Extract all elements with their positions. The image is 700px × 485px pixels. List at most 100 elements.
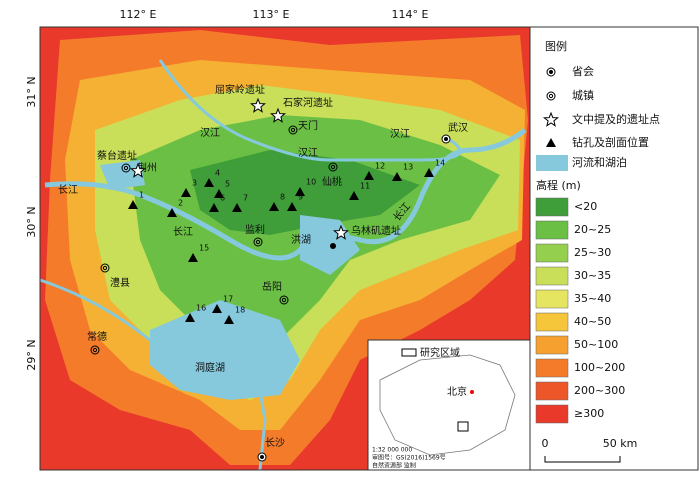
site-symbol	[129, 162, 147, 178]
town-dot	[123, 165, 129, 171]
map-body	[39, 26, 531, 471]
place-label: 蔡台遗址	[97, 149, 137, 162]
town-symbol	[328, 162, 338, 172]
place-label: 岳阳	[262, 281, 282, 293]
inset-city: 北京	[447, 385, 467, 398]
town-dot	[92, 347, 98, 353]
elevation-label: ≥300	[574, 407, 604, 420]
place-label: 长江	[173, 226, 193, 238]
elevation-swatch	[535, 266, 569, 286]
elevation-swatch	[535, 381, 569, 401]
inset	[367, 339, 531, 471]
inset-frame	[367, 339, 531, 471]
place-label: 汉江	[390, 128, 410, 140]
borehole-label: 2	[178, 199, 183, 208]
inset-scale: 1:32 000 000	[372, 447, 412, 454]
town-symbol	[121, 163, 131, 173]
borehole-label: 16	[196, 304, 206, 313]
legend-item: 河流和湖泊	[572, 155, 627, 169]
town-symbol	[288, 125, 298, 135]
site-symbol	[542, 111, 560, 127]
borehole-label: 11	[360, 182, 370, 191]
inset-legend-box	[401, 348, 417, 357]
town-dot	[290, 127, 296, 133]
place-label: 天门	[298, 119, 318, 132]
elevation-label: 40~50	[574, 315, 611, 328]
elevation-swatch	[535, 312, 569, 332]
borehole-symbol	[224, 315, 234, 324]
elevation-swatch	[535, 289, 569, 309]
town-symbol	[279, 295, 289, 305]
city-dot	[330, 243, 336, 249]
town-dot	[255, 239, 261, 245]
longitude-label: 112° E	[120, 8, 157, 21]
borehole-label: 18	[235, 306, 245, 315]
lake-jingzhou	[100, 160, 145, 190]
legend-title: 图例	[545, 39, 567, 53]
scale-start: 0	[542, 437, 549, 450]
place-label: 屈家岭遗址	[215, 83, 265, 96]
borehole-symbol	[424, 168, 434, 177]
elevation-label: 30~35	[574, 269, 611, 282]
elevation-swatch	[535, 220, 569, 240]
lake-dongting	[150, 300, 300, 400]
town-dot	[281, 297, 287, 303]
terrain-lowest	[190, 150, 420, 235]
place-label: 汉江	[298, 147, 318, 159]
borehole-label: 15	[199, 244, 209, 253]
place-label: 仙桃	[322, 175, 342, 188]
elevation-label: 25~30	[574, 246, 611, 259]
borehole-symbol	[188, 253, 198, 262]
site-symbol	[249, 97, 267, 113]
borehole-label: 7	[243, 194, 248, 203]
capital-dot	[444, 137, 448, 141]
town-symbol	[90, 345, 100, 355]
place-label: 洞庭湖	[195, 361, 225, 374]
borehole-label: 12	[375, 162, 385, 171]
inset-maker: 自然资源部 监制	[372, 462, 416, 470]
elevation-title: 高程 (m)	[536, 178, 581, 192]
river-hanjiang	[158, 59, 462, 162]
borehole-symbol	[269, 202, 279, 211]
borehole-label: 17	[223, 295, 233, 304]
place-label: 石家河遗址	[283, 96, 333, 109]
latitude-label: 29° N	[25, 339, 38, 370]
scale-end: 50 km	[603, 437, 638, 450]
town-symbol	[546, 91, 556, 101]
place-label: 长江	[58, 184, 78, 196]
place-label: 乌林矶遗址	[351, 224, 401, 237]
borehole-label: 6	[220, 194, 225, 203]
borehole-symbol	[185, 313, 195, 322]
place-label: 洪湖	[291, 234, 311, 246]
place-label: 澧县	[110, 276, 130, 289]
elevation-swatch	[535, 243, 569, 263]
inset-country	[379, 354, 516, 456]
town-dot	[548, 93, 554, 99]
town-dot	[102, 265, 108, 271]
borehole-symbol	[392, 172, 402, 181]
borehole-label: 8	[280, 193, 285, 202]
capital-dot	[260, 455, 264, 459]
elevation-label: 35~40	[574, 292, 611, 305]
place-label: 长沙	[265, 437, 285, 449]
elevation-label: 20~25	[574, 223, 611, 236]
borehole-symbol	[167, 208, 177, 217]
borehole-symbol	[181, 188, 191, 197]
elevation-swatch	[535, 197, 569, 217]
borehole-symbol	[349, 191, 359, 200]
legend-item: 城镇	[572, 88, 594, 102]
town-symbol	[100, 263, 110, 273]
town-dot	[330, 164, 336, 170]
elevation-label: <20	[574, 200, 597, 213]
legend-item: 钻孔及剖面位置	[572, 135, 649, 149]
borehole-symbol	[287, 202, 297, 211]
longitude-label: 113° E	[253, 8, 290, 21]
elevation-swatch	[535, 358, 569, 378]
capital-dot	[549, 70, 553, 74]
borehole-symbol	[364, 171, 374, 180]
borehole-symbol	[295, 187, 305, 196]
borehole-symbol	[128, 200, 138, 209]
borehole-label: 4	[215, 169, 220, 178]
river-lishui	[39, 278, 151, 342]
